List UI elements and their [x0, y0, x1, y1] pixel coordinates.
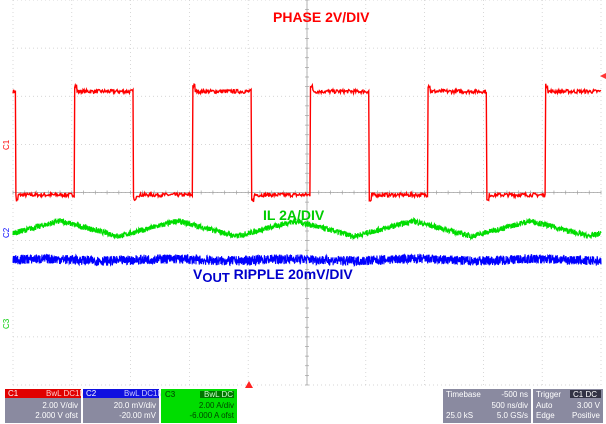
c1-ofst: 2.000 V ofst	[35, 411, 78, 420]
trigger-slope: Positive	[572, 411, 601, 420]
c1-panel-name: C1	[8, 389, 19, 398]
trace-group	[12, 82, 602, 267]
timebase-rate: 5.0 GS/s	[497, 411, 528, 420]
c3-panel-name: C3	[165, 390, 176, 399]
timebase-samples: 25.0 kS	[446, 411, 473, 420]
trigger-panel[interactable]: Trigger C1 DC Auto 3.00 V Edge Positive	[533, 389, 603, 423]
timebase-panel[interactable]: Timebase -500 ns 500 ns/div 25.0 kS 5.0 …	[443, 389, 531, 423]
trigger-level: 3.00 V	[577, 401, 601, 410]
timebase-delay: -500 ns	[501, 390, 528, 399]
c2-panel-name: C2	[86, 389, 97, 398]
vout-label-sub: OUT	[202, 270, 230, 285]
c2-vdiv: 20.0 mV/div	[114, 401, 156, 410]
c3-ofst: -6.000 A ofst	[190, 411, 235, 420]
phase-label: PHASE 2V/DIV	[273, 9, 370, 25]
graticule-grid	[12, 0, 602, 386]
c2-panel-tag: BwL DC1M	[124, 389, 164, 398]
c3-panel-tag: BwL DC	[204, 390, 233, 399]
c1-panel-tag: BwL DC1M	[46, 389, 86, 398]
c2-panel[interactable]: C2 BwL DC1M 20.0 mV/div -20.00 mV	[83, 389, 164, 423]
c3-vdiv: 2.00 A/div	[199, 401, 234, 410]
vout-label-v: V	[193, 266, 203, 282]
c3-marker: C3	[2, 318, 11, 329]
timebase-tdiv: 500 ns/div	[492, 401, 528, 410]
c2-trace	[12, 253, 602, 267]
c1-marker: C1	[2, 139, 11, 150]
trigger-position-marker	[245, 381, 253, 388]
c3-panel[interactable]: C3 BwL DC 2.00 A/div -6.000 A ofst	[161, 389, 237, 423]
c2-marker: C2	[2, 227, 11, 238]
c1-vdiv: 2.00 V/div	[42, 401, 78, 410]
c1-panel[interactable]: C1 BwL DC1M 2.00 V/div 2.000 V ofst	[5, 389, 86, 423]
il-label: IL 2A/DIV	[263, 207, 325, 223]
trigger-type: Edge	[536, 411, 555, 420]
c2-ofst: -20.00 mV	[119, 411, 157, 420]
vout-label: VOUT RIPPLE 20mV/DIV	[193, 266, 353, 285]
c3-trace	[12, 216, 602, 241]
timebase-title: Timebase	[446, 390, 481, 399]
trigger-mode: Auto	[536, 401, 553, 410]
trigger-title: Trigger	[536, 390, 561, 399]
vout-label-rest: RIPPLE 20mV/DIV	[230, 266, 354, 282]
c1-trace	[12, 82, 602, 203]
trigger-level-marker	[600, 73, 606, 79]
trigger-src: C1 DC	[573, 390, 597, 399]
